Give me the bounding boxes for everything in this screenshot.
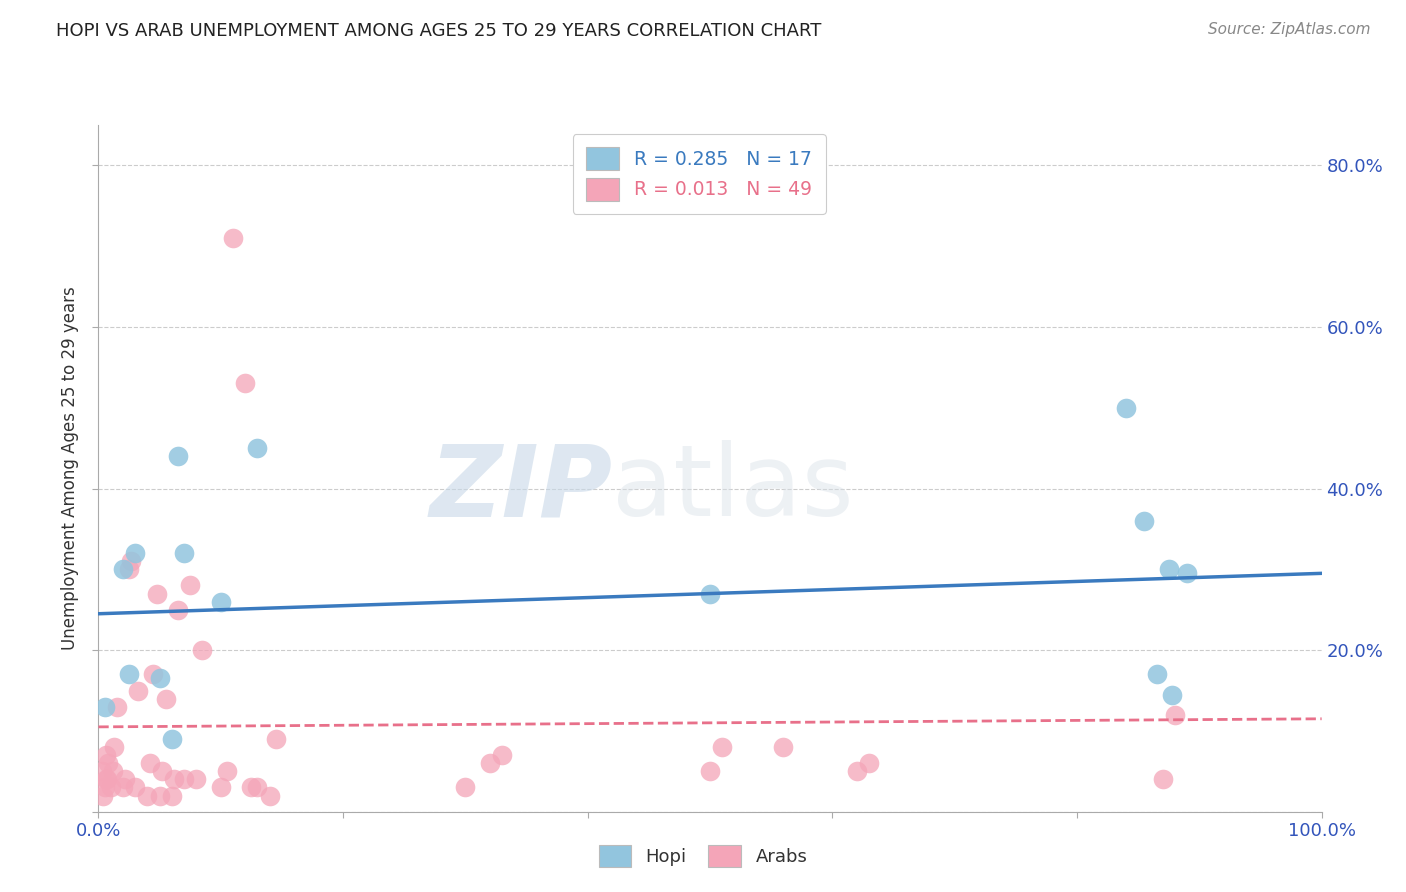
Point (120, 554, 142, 568)
Point (142, 667, 165, 681)
Point (111, 562, 134, 576)
Point (100, 780, 122, 795)
Point (1152, 772, 1174, 787)
Point (215, 764, 238, 779)
Point (155, 691, 177, 706)
Point (149, 789, 172, 803)
Point (114, 772, 136, 787)
Point (136, 789, 159, 803)
Point (93, 780, 115, 795)
Point (259, 789, 281, 803)
Point (246, 441, 269, 455)
Point (101, 764, 124, 779)
Point (186, 772, 208, 787)
Point (163, 772, 186, 787)
Text: Source: ZipAtlas.com: Source: ZipAtlas.com (1208, 22, 1371, 37)
Point (222, 231, 245, 245)
Point (124, 780, 146, 795)
Point (94, 748, 117, 763)
Point (97, 756, 120, 771)
Text: atlas: atlas (612, 441, 853, 537)
Point (478, 756, 501, 771)
Point (167, 603, 190, 617)
Point (91, 764, 114, 779)
Point (103, 740, 125, 755)
Point (1115, 401, 1137, 415)
Point (149, 672, 172, 686)
Point (173, 772, 195, 787)
Point (91, 789, 114, 803)
Point (246, 780, 269, 795)
Point (454, 780, 477, 795)
Point (139, 756, 162, 771)
Point (772, 740, 794, 755)
Point (1175, 566, 1198, 581)
Point (209, 780, 232, 795)
Point (233, 376, 256, 391)
Point (179, 578, 201, 592)
Point (111, 780, 134, 795)
Point (167, 449, 190, 463)
Point (96, 772, 118, 787)
Point (1157, 562, 1180, 576)
Point (94, 772, 117, 787)
Point (191, 643, 214, 657)
Point (711, 740, 734, 755)
Point (118, 667, 141, 681)
Point (1133, 514, 1156, 528)
Point (146, 586, 169, 600)
Text: ZIP: ZIP (429, 441, 612, 537)
Point (160, 731, 183, 746)
Y-axis label: Unemployment Among Ages 25 to 29 years: Unemployment Among Ages 25 to 29 years (60, 286, 79, 650)
Point (1146, 667, 1168, 681)
Point (264, 731, 287, 746)
Point (1161, 688, 1184, 702)
Legend: R = 0.285   N = 17, R = 0.013   N = 49: R = 0.285 N = 17, R = 0.013 N = 49 (572, 135, 825, 214)
Point (699, 586, 721, 600)
Point (209, 594, 232, 608)
Point (491, 748, 513, 763)
Point (240, 780, 263, 795)
Legend: Hopi, Arabs: Hopi, Arabs (592, 838, 814, 874)
Point (105, 699, 128, 714)
Point (845, 764, 868, 779)
Point (858, 756, 880, 771)
Point (124, 546, 146, 560)
Point (93, 699, 115, 714)
Point (699, 764, 721, 779)
Point (160, 789, 183, 803)
Point (118, 562, 141, 576)
Point (127, 683, 149, 698)
Point (150, 764, 173, 779)
Text: HOPI VS ARAB UNEMPLOYMENT AMONG AGES 25 TO 29 YEARS CORRELATION CHART: HOPI VS ARAB UNEMPLOYMENT AMONG AGES 25 … (56, 22, 821, 40)
Point (173, 546, 195, 560)
Point (1164, 707, 1187, 722)
